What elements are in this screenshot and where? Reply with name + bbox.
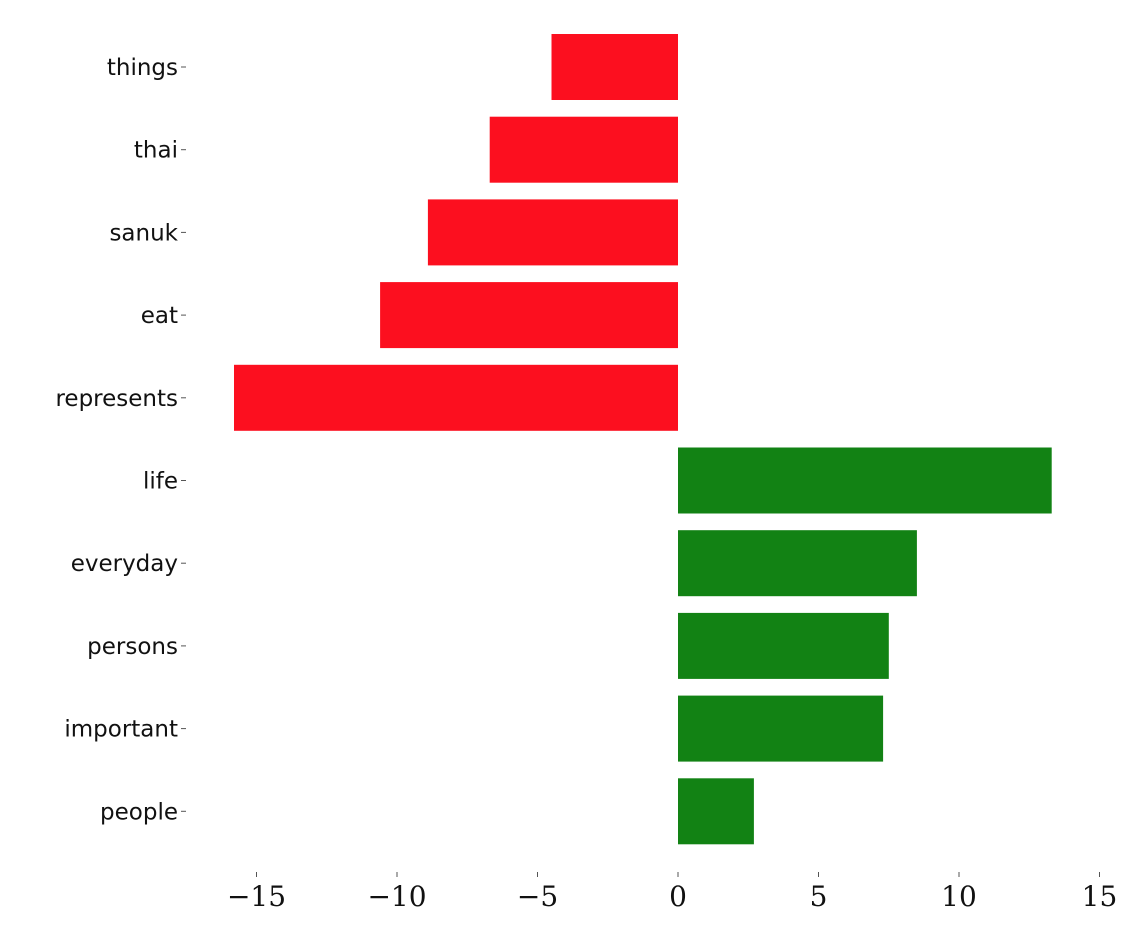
bar-life (678, 447, 1052, 514)
bar-things (551, 34, 678, 100)
bar-everyday (678, 530, 917, 597)
bar-people (678, 778, 754, 845)
bars-layer (234, 34, 1052, 845)
bar-sanuk (427, 199, 678, 266)
y-tick-label-life: life (143, 469, 178, 495)
x-tick-label: 5 (810, 880, 828, 913)
x-tick-label: −10 (367, 880, 426, 913)
y-axis: things thai sanuk eat represents life everyday… (55, 55, 186, 825)
y-tick-label-things: things (107, 55, 178, 81)
x-tick-label: 10 (941, 880, 977, 913)
x-tick-label: −5 (517, 880, 558, 913)
x-axis: −15 −10 −5 0 5 10 15 (227, 872, 1117, 913)
x-tick-label: 15 (1082, 880, 1118, 913)
y-tick-label-everyday: everyday (71, 551, 178, 577)
bar-important (678, 695, 884, 762)
y-tick-label-persons: persons (87, 634, 178, 660)
y-tick-label-represents: represents (55, 386, 178, 412)
bar-eat (380, 282, 678, 349)
y-tick-label-important: important (64, 717, 178, 743)
bar-represents (234, 364, 678, 431)
y-tick-label-people: people (100, 799, 178, 825)
y-tick-label-sanuk: sanuk (109, 220, 178, 246)
y-tick-label-thai: thai (134, 138, 178, 164)
bar-thai (489, 116, 678, 183)
x-tick-label: −15 (227, 880, 286, 913)
bar-persons (678, 612, 889, 679)
x-tick-label: 0 (669, 880, 687, 913)
y-tick-label-eat: eat (141, 303, 178, 329)
